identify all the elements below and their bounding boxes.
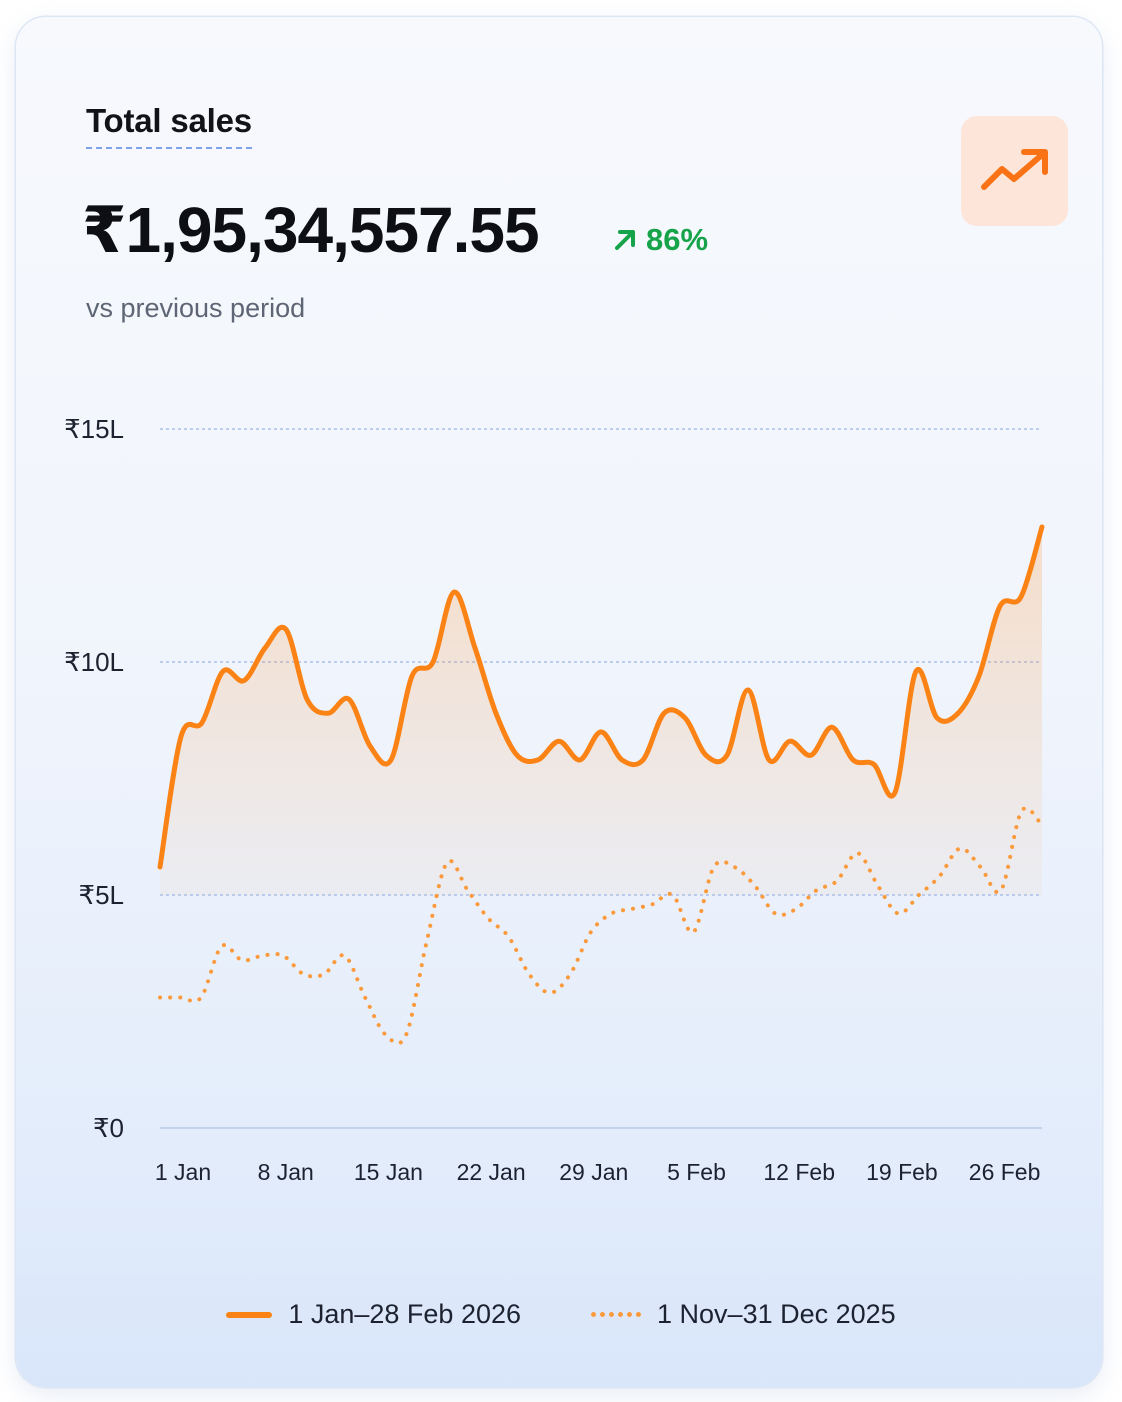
- legend-swatch-current: [226, 1311, 273, 1318]
- card-title[interactable]: Total sales: [86, 102, 252, 150]
- legend-label-current: 1 Jan–28 Feb 2026: [288, 1299, 522, 1329]
- y-tick-label-0: ₹0: [93, 1113, 124, 1143]
- x-tick-label-3: 22 Jan: [457, 1159, 526, 1185]
- x-tick-label-1: 8 Jan: [258, 1159, 314, 1185]
- y-tick-label-3: ₹15L: [64, 414, 124, 444]
- trend-badge: [961, 116, 1068, 226]
- y-tick-label-2: ₹10L: [64, 647, 124, 677]
- x-tick-label-5: 5 Feb: [667, 1159, 726, 1185]
- y-tick-label-1: ₹5L: [79, 880, 124, 910]
- legend-item-previous[interactable]: 1 Nov–31 Dec 2025: [591, 1301, 896, 1328]
- sales-line-chart: ₹0 ₹5L ₹10L ₹15L 1 Jan 8 Jan 15 Jan 22 Jan 29 Ja…: [64, 414, 1045, 1185]
- change-indicator: 86%: [612, 224, 708, 255]
- x-tick-label-6: 12 Feb: [763, 1159, 835, 1185]
- series-previous-line: [158, 806, 1044, 1046]
- total-sales-value: ₹1,95,34,557.55: [82, 194, 540, 266]
- x-tick-label-7: 19 Feb: [866, 1159, 938, 1185]
- chart-legend: 1 Jan–28 Feb 2026 1 Nov–31 Dec 2025: [0, 1301, 1122, 1328]
- legend-swatch-previous: [591, 1312, 642, 1317]
- series-current-line: [157, 524, 1045, 870]
- trend-up-icon: [980, 149, 1048, 190]
- arrow-up-right-icon: [615, 229, 635, 250]
- x-tick-label-8: 26 Feb: [969, 1159, 1041, 1185]
- series-current-area: [160, 526, 1042, 895]
- x-tick-label-2: 15 Jan: [354, 1159, 423, 1185]
- comparison-label: vs previous period: [86, 293, 306, 323]
- x-tick-label-0: 1 Jan: [155, 1159, 211, 1185]
- legend-label-previous: 1 Nov–31 Dec 2025: [657, 1299, 896, 1329]
- legend-item-current[interactable]: 1 Jan–28 Feb 2026: [226, 1301, 521, 1328]
- x-tick-label-4: 29 Jan: [559, 1159, 628, 1185]
- change-percent: 86%: [646, 222, 709, 257]
